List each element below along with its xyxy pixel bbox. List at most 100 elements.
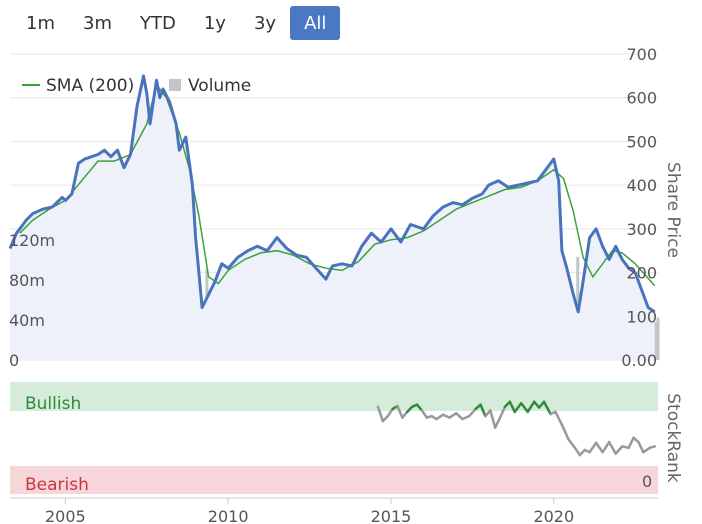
volume-bar [108,338,112,360]
range-button-1y[interactable]: 1y [190,6,240,40]
volume-bar [631,313,635,360]
volume-bar [457,346,461,360]
volume-bar [354,349,358,360]
volume-bar [559,308,563,360]
volume-bar [648,338,652,360]
volume-bar [252,322,256,360]
volume-bar [501,336,505,360]
stockrank-segment [406,405,414,414]
volume-bar [515,338,519,360]
stockrank-segment [632,436,640,444]
volume-bar [302,343,306,360]
volume-bar [64,330,68,360]
share-price-tick-3: 400 [626,176,657,195]
stockrank-segment [642,446,652,454]
volume-bar [44,334,48,360]
volume-bar [460,351,464,360]
volume-bar [97,335,101,360]
volume-bar [255,337,259,360]
volume-bar [116,340,120,360]
time-axis: 2005 2010 2015 2020 [45,498,574,524]
volume-bar [246,335,250,360]
volume-bar [75,316,79,360]
volume-bar [241,335,245,360]
volume-bar [14,340,18,360]
volume-bar [374,351,378,360]
volume-bar [606,322,610,360]
volume-bar [105,331,109,360]
bullish-band [10,382,658,411]
volume-bar [554,337,558,360]
volume-bar [592,321,596,360]
stockrank-segment [467,407,477,418]
volume-bar [479,337,483,360]
volume-bar [69,345,73,360]
volume-bar [382,343,386,360]
range-button-3m[interactable]: 3m [69,6,126,40]
volume-bar [376,339,380,360]
volume-bar [174,299,178,360]
volume-bar [343,338,347,360]
volume-bar [454,344,458,360]
volume-bar [507,339,511,360]
volume-bar [332,334,336,360]
volume-bar [163,330,167,360]
stockrank-segment [430,414,438,421]
volume-bar [114,334,118,360]
volume-bar [418,346,422,360]
volume-bar [435,348,439,360]
volume-bar [581,327,585,360]
volume-bar [257,313,261,360]
volume-bar [191,273,195,360]
volume-bar [437,352,441,360]
stockrank-segment [376,405,385,423]
volume-bar [462,339,466,360]
stockrank-segment [627,436,635,450]
stockrank-segment [508,400,516,414]
volume-bar [19,345,23,360]
volume-bar [407,336,411,360]
price-area-fill [10,75,655,361]
volume-bar [299,347,303,360]
volume-bar [22,340,26,360]
range-button-ytd[interactable]: YTD [126,6,190,40]
volume-bar [213,292,217,360]
range-button-all[interactable]: All [290,6,341,40]
volume-bar [102,313,106,360]
volume-bar [465,343,469,360]
volume-bar [341,346,345,360]
volume-bar [410,340,414,360]
volume-bar [219,293,223,360]
volume-bar [650,309,654,360]
volume-bar [130,300,134,360]
range-button-3y[interactable]: 3y [240,6,290,40]
stockrank-segment [578,448,586,457]
stockrank-segment [549,410,557,416]
volume-bar [125,329,129,360]
share-price-tick-2: 500 [626,132,657,151]
volume-bar [556,340,560,360]
bearish-label: Bearish [25,475,89,495]
range-button-1m[interactable]: 1m [12,6,69,40]
volume-bar [58,342,62,360]
volume-bar [169,305,173,360]
volume-bar [432,349,436,360]
volume-bar [443,345,447,360]
legend-volume-label: Volume [188,76,251,96]
share-price-axis: 700 600 500 400 300 200 100 0.00 [621,45,657,370]
price-grid [10,53,658,361]
volume-bar [440,343,444,360]
volume-bar [141,322,145,360]
volume-bar [637,319,641,360]
volume-bar [490,340,494,360]
volume-bar [482,338,486,360]
volume-bar [518,344,522,360]
stockrank-segment [448,412,458,419]
volume-bar [188,307,192,360]
volume-bar [548,343,552,360]
volume-tick-2: 40m [9,311,45,330]
x-tick-label-3: 2020 [533,507,574,524]
volume-bar [468,345,472,360]
volume-bar [122,330,126,360]
